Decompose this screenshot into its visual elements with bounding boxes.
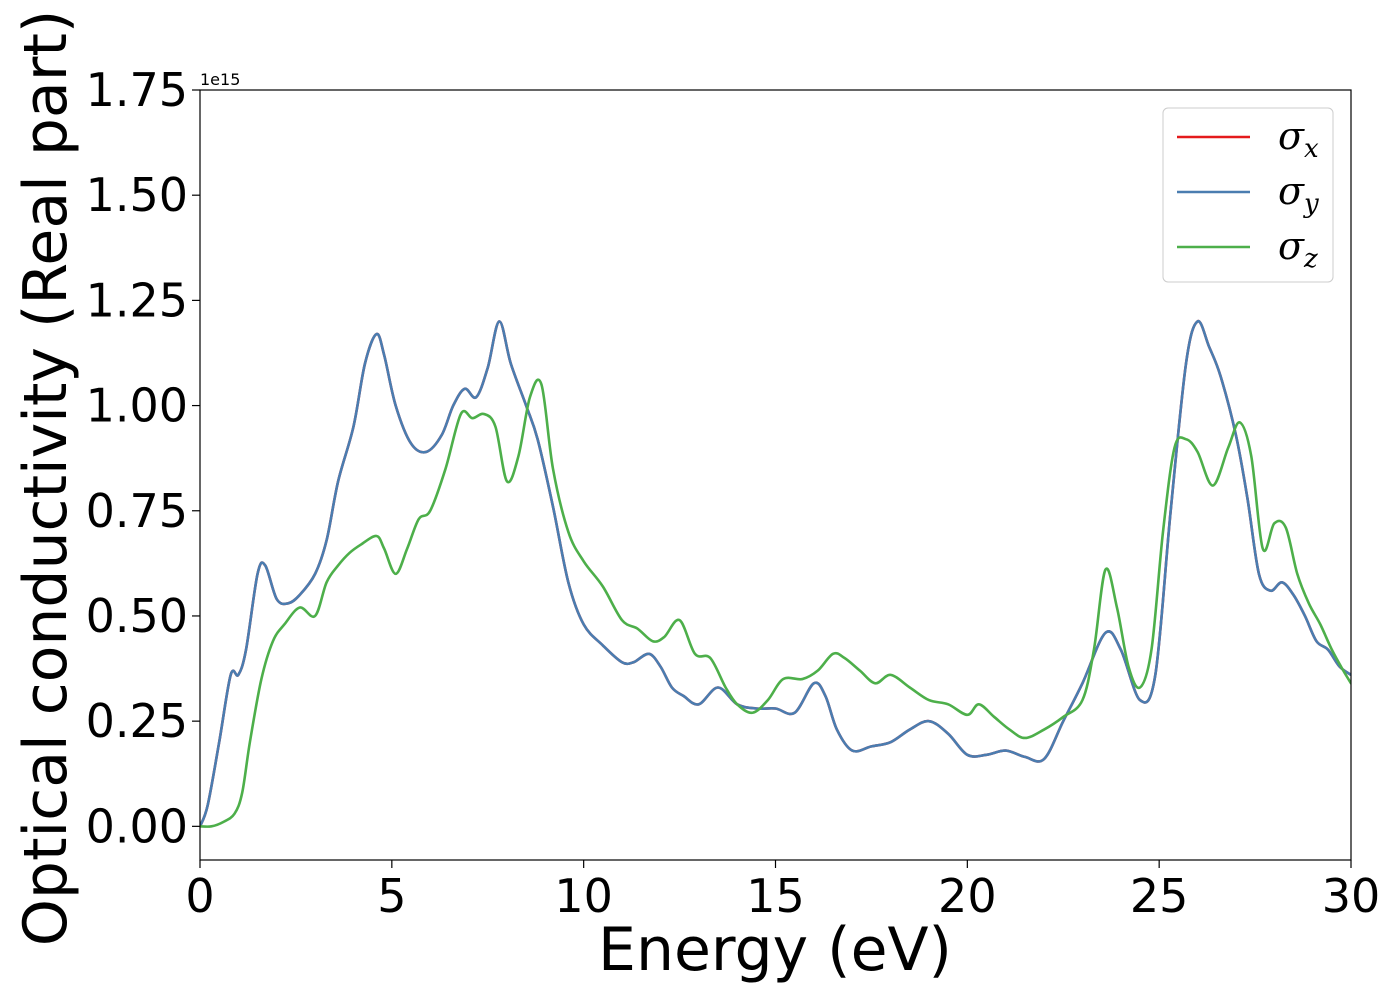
series-line-z <box>200 378 1351 828</box>
y-offset-label: 1e15 <box>200 70 240 89</box>
x-axis-label: Energy (eV) <box>598 915 952 985</box>
y-axis-label: Optical conductivity (Real part) <box>11 10 81 947</box>
y-axis-ticks: 0.00 0.25 0.50 0.75 1.00 1.25 1.50 1.75 <box>86 63 200 853</box>
x-tick-label: 10 <box>554 869 613 923</box>
series-layer <box>200 320 1351 828</box>
legend-label-z: σz <box>1278 224 1318 274</box>
x-tick-label: 0 <box>185 869 214 923</box>
y-tick-label: 0.25 <box>86 694 188 748</box>
y-tick-label: 0.00 <box>86 799 188 853</box>
legend-label-y: σy <box>1278 169 1319 219</box>
y-tick-label: 1.00 <box>86 379 188 433</box>
x-tick-label: 20 <box>938 869 997 923</box>
legend-label-x: σx <box>1278 114 1319 164</box>
y-tick-label: 1.50 <box>86 168 188 222</box>
x-tick-label: 5 <box>377 869 406 923</box>
y-tick-label: 0.50 <box>86 589 188 643</box>
legend-box <box>1162 107 1334 283</box>
y-tick-label: 1.75 <box>86 63 188 117</box>
x-axis-ticks: 0 5 10 15 20 25 30 <box>185 860 1380 923</box>
x-tick-label: 30 <box>1322 869 1381 923</box>
series-line-y <box>200 320 1351 828</box>
x-tick-label: 25 <box>1130 869 1189 923</box>
y-tick-label: 1.25 <box>86 273 188 327</box>
x-tick-label: 15 <box>746 869 805 923</box>
y-tick-label: 0.75 <box>86 484 188 538</box>
